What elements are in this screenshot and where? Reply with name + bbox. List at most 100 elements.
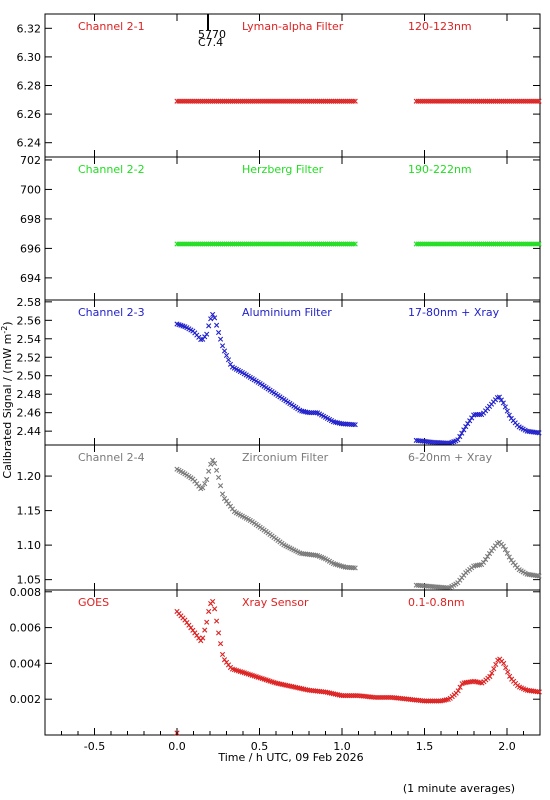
data-point <box>502 241 508 247</box>
data-point <box>237 98 243 104</box>
data-point <box>473 98 479 104</box>
data-point <box>439 98 445 104</box>
data-point <box>289 241 295 247</box>
data-point <box>241 98 247 104</box>
data-point <box>265 241 271 247</box>
data-point <box>215 474 222 481</box>
data-point <box>467 98 473 104</box>
data-point <box>215 241 222 247</box>
data-point <box>215 98 222 104</box>
data-point <box>219 343 226 349</box>
panel-frame <box>44 299 541 446</box>
data-point <box>316 241 323 247</box>
data-point <box>528 98 534 104</box>
data-point <box>344 241 350 247</box>
panel-name-label: Channel 2-4 <box>78 451 145 464</box>
data-point <box>223 98 230 104</box>
data-point <box>467 241 473 247</box>
data-point <box>330 241 337 247</box>
data-point <box>429 698 436 704</box>
data-point <box>477 411 483 418</box>
y-axis-label-tail: ) <box>1 321 14 325</box>
data-point <box>251 98 257 104</box>
data-point <box>277 98 283 104</box>
data-point <box>455 241 461 247</box>
data-point <box>445 98 451 104</box>
data-point <box>480 241 487 247</box>
data-point <box>204 331 210 337</box>
panel-frame <box>44 589 541 736</box>
data-point <box>214 98 220 104</box>
data-point <box>350 98 356 104</box>
data-point <box>500 98 506 104</box>
data-point <box>459 241 465 247</box>
data-point <box>417 98 423 104</box>
data-point <box>507 673 513 679</box>
data-point <box>196 98 202 104</box>
y-tick-label: 1.05 <box>17 574 42 587</box>
data-point <box>471 241 477 247</box>
data-point <box>316 98 323 104</box>
y-tick-label: 2.58 <box>17 296 42 309</box>
y-tick-label: 1.10 <box>17 539 42 552</box>
data-point <box>457 433 463 440</box>
data-point <box>530 241 536 247</box>
data-point <box>320 98 327 104</box>
data-point <box>473 241 479 247</box>
data-point <box>376 694 382 700</box>
data-point <box>239 98 245 104</box>
data-point <box>435 241 441 247</box>
panel-2: 694 696 698 700 702 Channel 2-2 Herzberg Filte… <box>20 154 542 301</box>
data-point <box>475 98 481 104</box>
data-point <box>512 98 518 104</box>
data-point <box>498 241 504 247</box>
data-point <box>204 98 210 104</box>
data-point <box>455 98 461 104</box>
panels: 6.24 6.26 6.28 6.30 6.32 Channel 2-1 Lyman-alp… <box>10 13 542 736</box>
data-point <box>249 241 255 247</box>
data-point <box>433 698 439 704</box>
data-point <box>273 241 279 247</box>
data-point <box>534 241 540 247</box>
data-point <box>445 241 451 247</box>
data-point <box>419 98 425 104</box>
data-point <box>433 439 439 446</box>
data-point <box>217 241 224 247</box>
series-points <box>174 311 542 446</box>
y-tick-label: 6.28 <box>17 80 42 93</box>
data-point <box>482 556 489 563</box>
data-point <box>314 98 321 104</box>
data-point <box>437 241 443 247</box>
data-point <box>522 241 528 247</box>
data-point <box>524 241 530 247</box>
data-point <box>453 98 459 104</box>
data-point <box>332 241 338 247</box>
y-tick-label: 0.002 <box>10 693 42 706</box>
data-point <box>352 422 358 428</box>
data-point <box>305 241 311 247</box>
data-point <box>380 694 386 700</box>
data-point <box>346 693 352 699</box>
data-point <box>494 241 501 247</box>
data-point <box>202 627 208 633</box>
data-point <box>210 241 216 247</box>
data-point <box>431 698 437 704</box>
x-tick-label: 2.0 <box>498 740 516 753</box>
data-point <box>348 241 354 247</box>
data-point <box>243 98 249 104</box>
data-point <box>235 98 241 104</box>
data-point <box>336 98 342 104</box>
data-point <box>202 98 208 104</box>
data-point <box>245 98 251 104</box>
data-point <box>225 241 232 247</box>
data-point <box>479 98 485 104</box>
data-point <box>273 98 279 104</box>
data-point <box>352 565 358 571</box>
data-point <box>204 619 210 625</box>
data-point <box>504 98 510 104</box>
data-point <box>314 241 321 247</box>
data-point <box>253 241 259 247</box>
y-axis-label-main: Calibrated Signal / (mW m <box>1 334 14 479</box>
data-point <box>261 241 267 247</box>
data-point <box>287 98 293 104</box>
